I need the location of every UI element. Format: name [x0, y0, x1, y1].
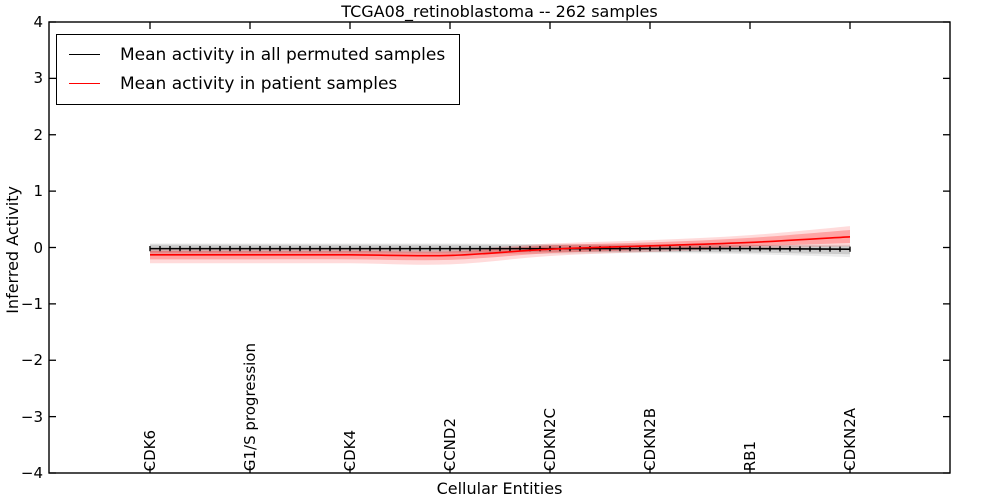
- x-tick-label: CDKN2C: [541, 407, 559, 471]
- x-tick-label: CDKN2A: [841, 408, 859, 471]
- y-tick-label: −1: [20, 294, 43, 313]
- legend: Mean activity in all permuted samples Me…: [56, 34, 461, 105]
- x-tick-label: CCND2: [441, 417, 459, 471]
- x-tick-label: CDKN2B: [641, 408, 659, 471]
- y-tick-label: −2: [20, 351, 43, 370]
- y-tick-label: −4: [20, 464, 43, 482]
- y-tick-label: 4: [33, 13, 43, 31]
- y-tick-label: 2: [33, 125, 43, 144]
- legend-line-sample-black: [69, 54, 100, 55]
- mean-line: [150, 235, 851, 257]
- x-axis-title: Cellular Entities: [436, 479, 563, 498]
- legend-line-sample-red: [69, 83, 100, 84]
- y-tick-label: −3: [20, 407, 43, 426]
- legend-entry-patient: Mean activity in patient samples: [69, 69, 445, 98]
- x-tick-label: G1/S progression: [241, 342, 259, 471]
- y-tick-label: 0: [33, 238, 43, 257]
- legend-label: Mean activity in patient samples: [120, 73, 398, 94]
- legend-label: Mean activity in all permuted samples: [120, 44, 446, 65]
- legend-entry-permuted: Mean activity in all permuted samples: [69, 40, 445, 69]
- y-tick-label: 3: [33, 69, 43, 88]
- x-tick-label: CDK6: [141, 429, 159, 471]
- x-tick-label: RB1: [741, 440, 759, 471]
- confidence-band: [150, 230, 850, 261]
- chart-title: TCGA08_retinoblastoma -- 262 samples: [341, 2, 658, 21]
- x-tick-label: CDK4: [341, 429, 359, 471]
- y-tick-label: 1: [33, 182, 43, 201]
